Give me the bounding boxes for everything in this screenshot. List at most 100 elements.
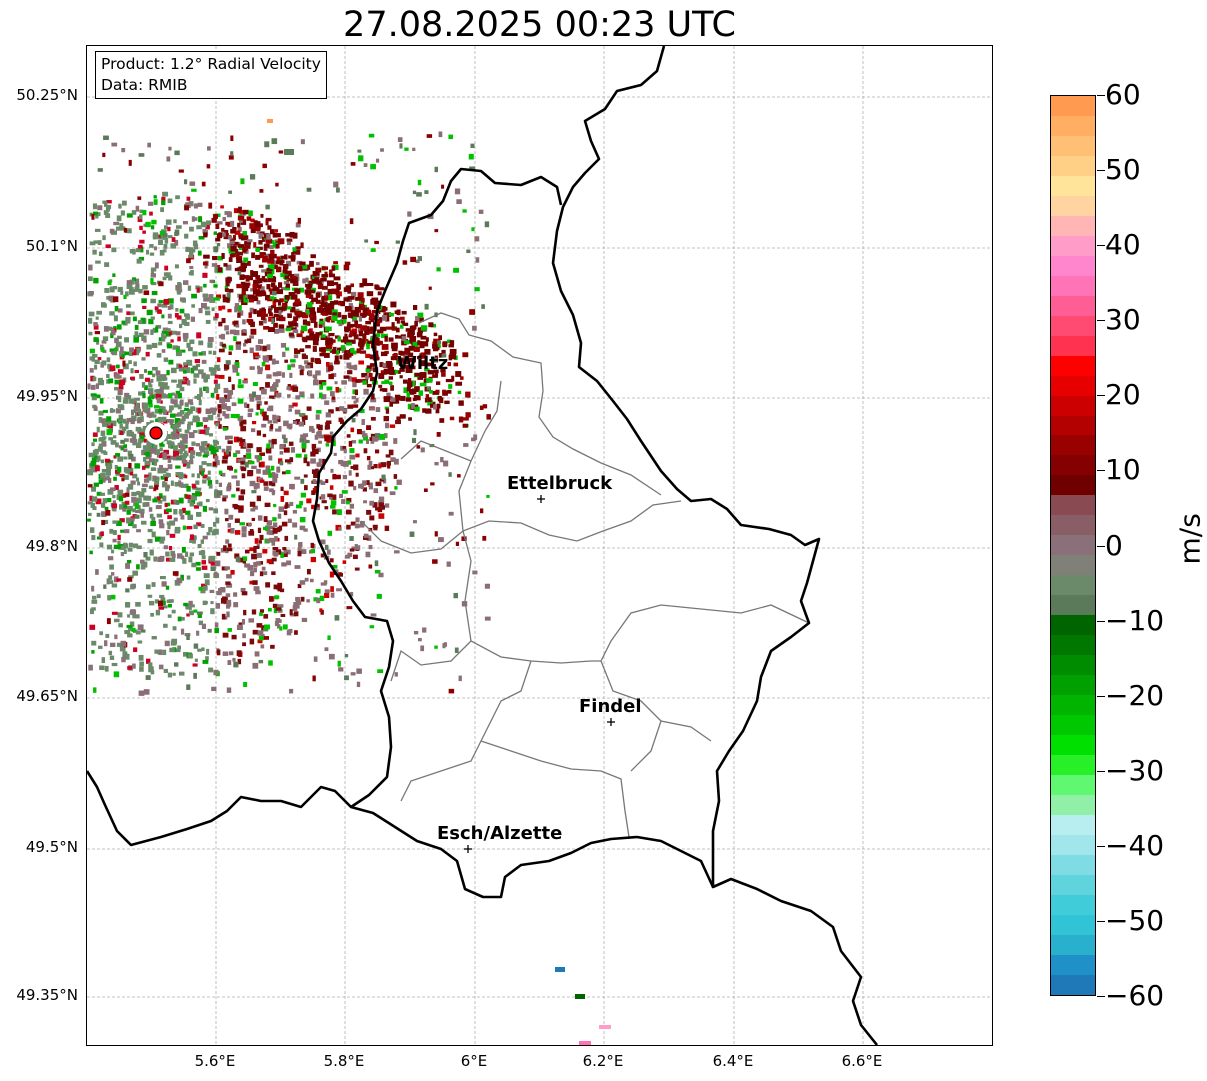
radar-echo-gate xyxy=(161,581,167,587)
radar-echo-gate xyxy=(275,428,279,432)
radar-echo-gate xyxy=(189,226,194,232)
colorbar-tick-label: 40 xyxy=(1105,228,1141,262)
radar-echo-gate xyxy=(320,302,328,308)
radar-echo-gate xyxy=(177,379,184,385)
radar-echo-gate xyxy=(441,349,446,354)
radar-echo-gate xyxy=(142,209,147,216)
radar-echo-gate xyxy=(202,261,208,266)
radar-echo-gate xyxy=(161,196,166,203)
radar-echo-gate xyxy=(309,311,317,317)
radar-echo-gate xyxy=(378,572,384,578)
radar-echo-gate xyxy=(454,647,459,653)
radar-echo-gate xyxy=(315,292,321,298)
radar-echo-gate xyxy=(234,230,241,235)
radar-echo-gate xyxy=(305,277,309,283)
radar-echo-gate xyxy=(89,550,93,555)
radar-echo-gate xyxy=(178,169,184,173)
radar-echo-gate xyxy=(104,262,110,267)
radar-echo-gate xyxy=(132,316,137,322)
radar-echo-gate xyxy=(171,553,176,558)
radar-echo-gate xyxy=(123,438,129,442)
radar-echo-gate xyxy=(102,235,106,241)
radar-echo-gate xyxy=(221,459,228,464)
radar-echo-gate xyxy=(89,348,95,354)
radar-echo-gate xyxy=(176,577,183,584)
radar-echo-gate xyxy=(266,241,271,246)
radar-echo-gate xyxy=(189,265,194,270)
radar-echo-gate xyxy=(290,447,295,453)
radar-echo-gate xyxy=(184,452,189,457)
radar-echo-gate xyxy=(221,253,225,259)
radar-echo-gate xyxy=(112,529,117,535)
radar-echo-gate xyxy=(229,329,236,335)
radar-echo-gate xyxy=(377,329,384,334)
radar-echo-gate xyxy=(224,508,229,515)
radar-echo-gate xyxy=(259,612,263,616)
radar-echo-gate xyxy=(378,384,383,388)
radar-echo-gate xyxy=(230,528,235,534)
radar-echo-gate xyxy=(168,409,173,413)
radar-echo-gate xyxy=(426,377,433,383)
radar-echo-gate xyxy=(351,418,356,423)
radar-echo-gate xyxy=(209,555,216,562)
radar-echo-gate xyxy=(286,560,292,566)
radar-echo-gate xyxy=(195,561,201,566)
radar-echo-gate xyxy=(206,476,211,481)
radar-echo-gate xyxy=(135,426,142,432)
radar-echo-gate xyxy=(198,369,204,375)
radar-echo-gate xyxy=(101,442,107,447)
radar-echo-gate xyxy=(356,668,362,674)
radar-echo-gate xyxy=(252,580,258,585)
radar-echo-gate xyxy=(313,656,318,662)
radar-echo-gate xyxy=(169,413,176,418)
radar-echo-gate xyxy=(240,219,247,225)
radar-echo-gate xyxy=(270,424,274,430)
radar-echo-gate xyxy=(320,494,326,500)
radar-echo-gate xyxy=(484,616,491,621)
radar-echo-gate xyxy=(126,311,131,316)
radar-echo-gate xyxy=(165,472,169,477)
radar-echo-gate xyxy=(88,264,93,271)
radar-echo-gate xyxy=(262,163,267,169)
radar-echo-gate xyxy=(154,485,159,490)
radar-echo-gate xyxy=(121,320,126,325)
radar-echo-gate xyxy=(170,443,175,449)
radar-echo-gate xyxy=(99,344,104,350)
radar-echo-gate xyxy=(189,552,195,557)
radar-echo-gate xyxy=(334,360,340,365)
radar-echo-gate xyxy=(210,450,217,455)
radar-echo-gate xyxy=(346,306,352,311)
radar-echo-gate xyxy=(350,162,356,166)
radar-echo-gate xyxy=(268,439,274,444)
radar-echo-gate xyxy=(335,407,341,412)
radar-echo-gate xyxy=(131,491,137,497)
radar-echo-gate xyxy=(130,376,135,380)
radar-echo-gate xyxy=(165,394,171,399)
radar-echo-gate xyxy=(159,447,163,452)
radar-echo-gate xyxy=(129,610,136,615)
radar-echo-gate xyxy=(114,464,118,470)
radar-echo-gate xyxy=(221,343,226,348)
radar-echo-gate xyxy=(213,231,217,235)
radar-echo-gate xyxy=(91,640,97,646)
radar-echo-gate xyxy=(161,406,166,411)
radar-map[interactable]: Wiltz Ettelbruck Findel Esch/Alzette xyxy=(86,45,993,1046)
radar-echo-gate xyxy=(326,361,330,368)
radar-echo-gate xyxy=(394,550,400,554)
radar-echo-gate xyxy=(256,310,262,315)
radar-echo-gate xyxy=(325,326,330,332)
radar-echo-gate xyxy=(373,300,381,305)
radar-echo-gate xyxy=(98,410,104,416)
radar-echo-gate xyxy=(367,536,372,541)
radar-echo-gate xyxy=(318,380,324,385)
radar-echo-gate xyxy=(279,626,283,631)
radar-echo-gate xyxy=(154,476,160,481)
lat-tick-label: 50.25°N xyxy=(16,86,78,104)
radar-echo-gate xyxy=(378,496,385,503)
radar-echo-gate xyxy=(256,365,261,369)
radar-echo-gate xyxy=(226,687,232,693)
radar-echo-gate xyxy=(91,607,96,611)
radar-echo-gate xyxy=(139,209,144,214)
radar-echo-gate xyxy=(247,564,254,571)
radar-echo-gate xyxy=(117,534,121,541)
